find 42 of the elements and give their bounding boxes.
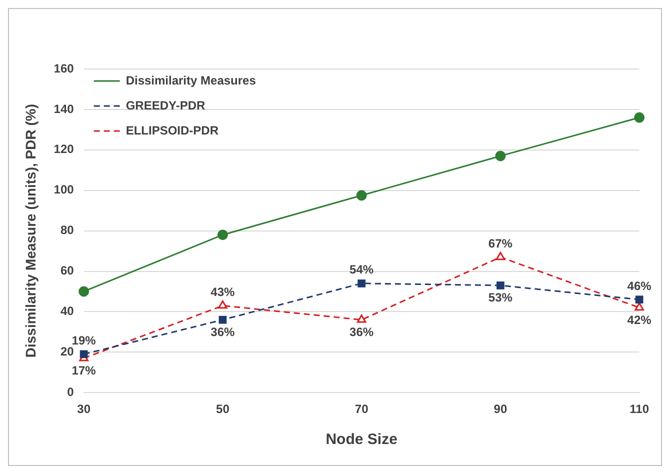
data-label: 67% bbox=[488, 236, 513, 250]
point bbox=[218, 316, 227, 324]
data-label: 54% bbox=[350, 262, 374, 277]
y-tick-label: 40 bbox=[60, 304, 74, 318]
data-label: 19% bbox=[72, 333, 96, 348]
y-tick-label: 20 bbox=[60, 344, 74, 358]
data-label: 46% bbox=[627, 278, 652, 293]
point bbox=[80, 350, 88, 358]
legend-label: ELLIPSOID-PDR bbox=[126, 123, 219, 138]
x-tick-label: 30 bbox=[77, 402, 91, 416]
point bbox=[78, 286, 90, 297]
y-tick-label: 100 bbox=[54, 182, 74, 197]
y-tick-label: 80 bbox=[60, 223, 74, 238]
point bbox=[356, 314, 366, 323]
y-tick-label: 0 bbox=[67, 384, 74, 399]
point bbox=[496, 252, 506, 260]
data-label: 42% bbox=[627, 312, 652, 327]
data-label: 36% bbox=[210, 325, 236, 340]
point bbox=[635, 296, 644, 304]
x-axis-title: Node Size bbox=[326, 431, 398, 448]
point bbox=[218, 300, 228, 309]
point bbox=[496, 281, 504, 290]
legend-label: GREEDY-PDR bbox=[126, 98, 206, 112]
point bbox=[358, 279, 366, 288]
data-label: 17% bbox=[72, 364, 96, 378]
y-tick-label: 160 bbox=[54, 61, 74, 76]
point bbox=[634, 112, 645, 123]
point bbox=[217, 230, 228, 240]
y-tick-label: 140 bbox=[54, 102, 74, 116]
data-label: 36% bbox=[350, 325, 374, 340]
data-label: 43% bbox=[210, 284, 236, 299]
x-tick-label: 50 bbox=[216, 402, 230, 416]
point bbox=[356, 190, 367, 201]
x-tick-label: 70 bbox=[354, 402, 369, 416]
data-label: 53% bbox=[488, 290, 513, 305]
point bbox=[495, 150, 506, 162]
y-tick-label: 60 bbox=[60, 264, 74, 278]
y-axis-title: Dissimilarity Measure (units), PDR (%) bbox=[22, 104, 38, 358]
x-tick-label: 110 bbox=[630, 402, 650, 416]
y-tick-label: 120 bbox=[54, 142, 74, 156]
x-tick-label: 90 bbox=[494, 402, 508, 416]
legend-label: Dissimilarity Measures bbox=[126, 73, 256, 88]
